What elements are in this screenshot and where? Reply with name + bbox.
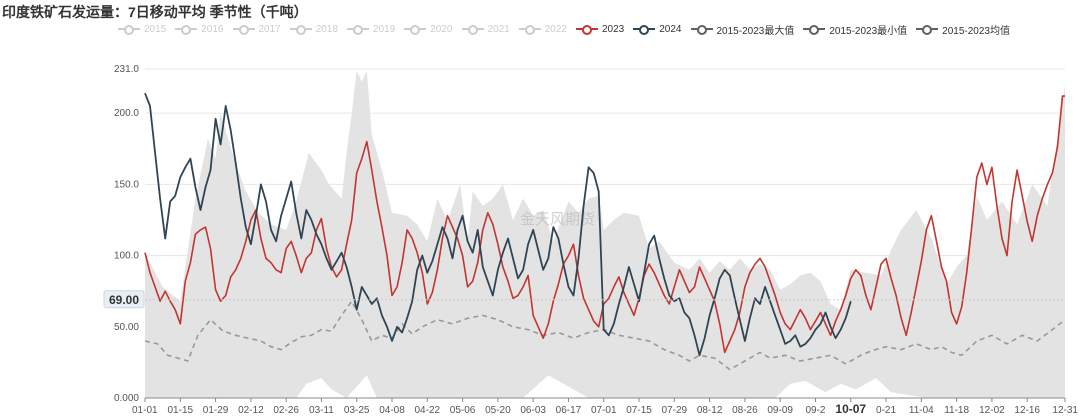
legend-item-2015-2023最小值[interactable]: 2015-2023最小值 — [803, 22, 907, 37]
legend-item-2018[interactable]: 2018 — [289, 23, 338, 35]
legend-item-2015-2023均值[interactable]: 2015-2023均值 — [916, 22, 1010, 37]
legend-marker-icon — [404, 24, 427, 35]
legend-label: 2020 — [430, 23, 453, 35]
x-tick-label: 01-01 — [132, 405, 158, 416]
series-2024-line — [144, 92, 852, 357]
x-tick-label: 05-06 — [450, 405, 476, 416]
min-band-area — [145, 375, 1065, 398]
x-tick-label: 03-11 — [309, 405, 334, 416]
x-tick-label: 03-25 — [344, 405, 370, 416]
x-tick-label: 05-20 — [485, 405, 511, 416]
legend-marker-icon — [576, 24, 598, 35]
legend-marker-icon — [690, 24, 713, 35]
legend-label: 2015-2023最大值 — [716, 25, 795, 37]
x-tick-label: 01-15 — [167, 405, 193, 416]
legend-marker-icon — [232, 24, 255, 35]
x-tick-label: 02-26 — [273, 405, 299, 416]
legend-marker-icon — [175, 24, 198, 35]
x-tick-label: 07-29 — [662, 405, 688, 416]
x-tick-label: 0-21 — [876, 405, 896, 416]
legend-label: 2015 — [144, 23, 167, 35]
legend-marker-icon — [803, 24, 826, 35]
legend-marker-icon — [633, 24, 656, 35]
legend-label: 2015-2023最小值 — [829, 25, 908, 37]
legend-label: 2019 — [373, 23, 396, 35]
legend-label: 2016 — [201, 23, 224, 35]
x-tick-label: 06-17 — [556, 405, 582, 416]
x-tick-label: 08-26 — [732, 405, 758, 416]
legend-label: 2018 — [315, 23, 338, 35]
x-tick-label: 08-12 — [697, 405, 723, 416]
watermark: 金天风期货 — [520, 211, 595, 228]
legend: 2015 2016 2017 2018 2019 2020 2021 2022 2023 2024… — [118, 21, 1019, 37]
legend-item-2017[interactable]: 2017 — [232, 23, 281, 35]
legend-label: 2021 — [487, 23, 510, 35]
legend-label: 2024 — [659, 23, 682, 35]
legend-marker-icon — [916, 24, 939, 35]
legend-marker-icon — [118, 24, 140, 35]
x-tick-label: 04-22 — [415, 405, 441, 416]
legend-label: 2015-2023均值 — [942, 25, 1010, 37]
x-tick-label: 01-29 — [203, 405, 229, 416]
legend-item-2020[interactable]: 2020 — [404, 23, 453, 35]
area-layer — [145, 70, 1065, 399]
x-tick-label: 12-31 — [1052, 405, 1078, 416]
legend-item-2015[interactable]: 2015 — [118, 24, 166, 35]
pointer-label-box — [103, 290, 145, 309]
legend-item-2021[interactable]: 2021 — [461, 23, 510, 35]
x-tick-label: 06-03 — [520, 405, 546, 416]
legend-marker-icon — [518, 24, 541, 35]
x-tick-label: 11-18 — [944, 405, 969, 416]
legend-item-2016[interactable]: 2016 — [175, 23, 224, 35]
legend-marker-icon — [289, 24, 312, 35]
legend-marker-icon — [347, 24, 369, 35]
x-tick-label: 07-01 — [591, 405, 617, 416]
x-tick-label: 09-09 — [767, 405, 793, 416]
x-tick-label: 04-08 — [379, 405, 405, 416]
legend-item-2022[interactable]: 2022 — [518, 23, 567, 35]
pointer-label: 69.00 — [109, 293, 139, 307]
legend-label: 2017 — [258, 23, 281, 35]
legend-item-2019[interactable]: 2019 — [347, 24, 395, 35]
x-tick-label: 10-07 — [835, 402, 866, 416]
x-tick-label: 02-12 — [238, 405, 264, 416]
legend-item-2023[interactable]: 2023 — [576, 24, 624, 35]
x-tick-label: 09-2 — [805, 405, 825, 416]
y-tick-label: 50.00 — [114, 322, 139, 333]
chart-title: 印度铁矿石发运量：7日移动平均 季节性（千吨） — [2, 4, 308, 20]
y-tick-label: 100.0 — [114, 251, 139, 262]
x-tick-label: 11-04 — [909, 405, 934, 416]
y-tick-label: 0.000 — [114, 393, 139, 404]
avg-dashed-line — [144, 300, 1066, 371]
legend-item-2015-2023最大值[interactable]: 2015-2023最大值 — [690, 22, 795, 37]
legend-label: 2022 — [544, 23, 567, 35]
y-tick-label: 150.0 — [114, 179, 139, 190]
legend-label: 2023 — [602, 23, 625, 35]
legend-item-2024[interactable]: 2024 — [633, 23, 682, 35]
y-tick-label: 200.0 — [114, 108, 139, 119]
x-tick-label: 12-02 — [979, 405, 1005, 416]
max-band-area — [145, 70, 1065, 399]
x-tick-label: 12-16 — [1014, 405, 1040, 416]
axis-layer: 0.000 50.00 100.0 150.0 200.0 231.0 01-01 01-15… — [103, 64, 1078, 416]
legend-marker-icon — [461, 24, 484, 35]
x-tick-label: 07-15 — [626, 405, 652, 416]
y-tick-label: 231.0 — [114, 64, 139, 75]
